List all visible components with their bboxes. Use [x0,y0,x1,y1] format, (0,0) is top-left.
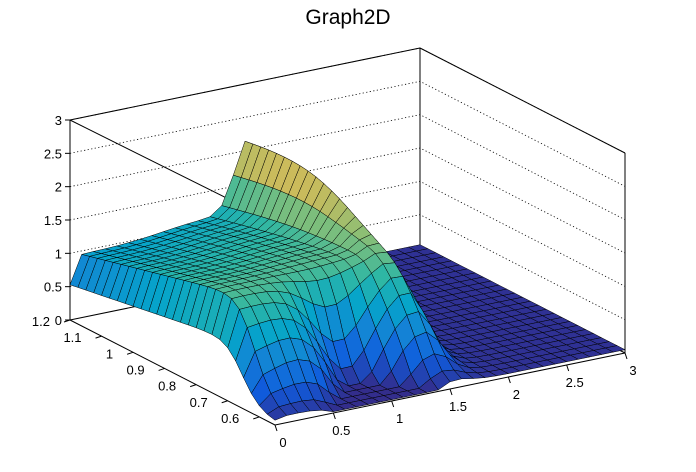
z-tick-label-0: 0 [55,313,62,328]
x-tick-mark-0 [274,424,278,432]
y-tick-mark-5 [95,335,102,339]
x-tick-mark-6 [624,352,628,360]
x-tick-label-2: 1 [396,411,403,426]
x-tick-mark-1 [332,412,336,420]
z-gridline-3 [69,147,626,254]
x-tick-mark-4 [507,376,511,384]
y-tick-label-6: 1.2 [32,314,50,329]
z-gridline-4 [69,114,626,221]
z-tick-label-2: 1 [55,246,62,261]
y-tick-mark-2 [189,384,197,388]
x-tick-mark-3 [449,388,453,396]
x-tick-label-0: 0 [279,435,286,450]
z-tick-label-6: 3 [55,113,62,128]
y-axis-line [69,319,276,426]
x-tick-mark-5 [566,364,570,372]
x-axis-ticks: 0 0.5 1 1.5 2 2.5 3 [274,352,637,450]
y-tick-mark-4 [126,351,134,355]
z-gridline-5 [69,80,626,187]
y-tick-label-0: 0.6 [221,411,239,426]
y-tick-label-2: 0.8 [158,379,176,394]
y-tick-mark-6 [63,319,71,323]
x-tick-label-6: 3 [629,363,636,378]
y-tick-mark-3 [158,367,165,371]
z-axis-ticks: 0 0.5 1 1.5 2 2.5 3 [44,113,70,328]
top-back-edge [69,47,421,121]
surface-mesh [69,140,626,421]
y-tick-label-5: 1.1 [63,330,81,345]
chart-title: Graph2D [305,6,390,29]
y-tick-mark-0 [253,416,260,420]
surface-cell [266,406,287,421]
z-gridline-6 [69,47,626,154]
x-tick-label-5: 2.5 [566,375,584,390]
x-tick-label-1: 0.5 [332,423,350,438]
z-tick-label-4: 2 [55,180,62,195]
y-tick-mark-1 [221,400,228,404]
x-tick-mark-2 [391,400,395,408]
y-tick-label-3: 0.9 [127,362,145,377]
z-tick-label-1: 0.5 [44,280,62,295]
x-tick-label-4: 2 [513,387,520,402]
z-tick-label-5: 2.5 [44,146,62,161]
x-tick-label-3: 1.5 [449,399,467,414]
y-tick-label-4: 1 [106,346,113,361]
y-tick-label-1: 0.7 [190,395,208,410]
y-axis-ticks: 0.6 0.7 0.8 0.9 1 1.1 1.2 [32,314,260,426]
z-tick-label-3: 1.5 [44,213,62,228]
